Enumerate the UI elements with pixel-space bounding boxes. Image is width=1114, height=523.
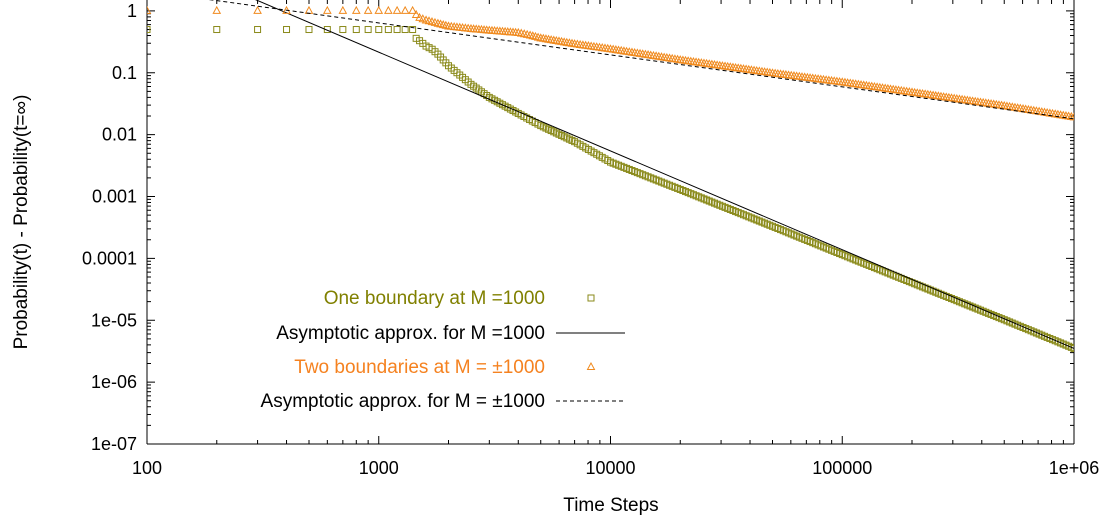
data-point <box>375 26 383 34</box>
series-layer <box>147 0 1074 352</box>
data-point <box>384 5 393 14</box>
data-point <box>392 5 402 14</box>
data-point <box>1070 344 1074 352</box>
y-tick-label: 1e-06 <box>91 372 137 392</box>
data-point <box>147 26 151 34</box>
legend-label: Asymptotic approx. for M = ±1000 <box>261 391 545 412</box>
data-point <box>213 26 221 34</box>
data-point <box>305 26 313 34</box>
series-1 <box>255 0 1074 349</box>
y-tick-label: 0.0001 <box>82 248 137 268</box>
series-line <box>208 0 1074 120</box>
data-point <box>409 26 417 34</box>
x-tick-label: 1000 <box>359 458 399 478</box>
x-tick-label: 10000 <box>585 458 635 478</box>
data-point <box>408 5 417 14</box>
data-point <box>212 5 222 14</box>
series-3 <box>208 0 1074 120</box>
data-point <box>322 5 332 14</box>
legend: One boundary at M =1000 Asymptotic approx… <box>261 288 625 412</box>
y-axis-title: Probability(t) - Probability(t=∞) <box>11 95 32 350</box>
x-tick-label: 100000 <box>812 458 872 478</box>
data-point <box>364 26 372 34</box>
x-tick-label: 1e+06 <box>1049 458 1100 478</box>
data-point <box>352 26 360 34</box>
y-tick-label: 0.1 <box>112 63 137 83</box>
y-tick-label: 0.01 <box>102 125 137 145</box>
data-point <box>283 26 291 34</box>
series-0 <box>147 26 1074 352</box>
data-point <box>339 26 347 34</box>
legend-label: One boundary at M =1000 <box>324 288 545 309</box>
series-2 <box>147 5 1074 121</box>
data-point <box>351 5 361 14</box>
data-point <box>1069 112 1074 121</box>
data-point <box>254 26 262 34</box>
data-point <box>411 9 421 18</box>
series-line <box>255 0 1074 349</box>
data-point <box>338 5 348 14</box>
legend-marker-sample <box>587 294 595 302</box>
data-point <box>253 5 262 14</box>
x-tick-label: 100 <box>132 458 162 478</box>
y-tick-label: 1e-05 <box>91 310 137 330</box>
data-point <box>401 26 409 34</box>
data-point <box>147 5 152 14</box>
legend-label: Asymptotic approx. for M =1000 <box>276 323 545 344</box>
data-point <box>363 5 373 14</box>
data-point <box>374 5 384 14</box>
data-point <box>323 26 331 34</box>
data-point <box>400 5 410 14</box>
y-tick-label: 1e-07 <box>91 434 137 454</box>
y-tick-label: 1 <box>127 1 137 21</box>
y-ticks: 1 0.1 0.01 0.001 0.0001 1e-05 1e-06 1e-07 <box>82 1 1074 454</box>
data-point <box>384 26 392 34</box>
x-ticks: 100 1000 10000 100000 1e+06 <box>132 0 1099 478</box>
legend-label: Two boundaries at M = ±1000 <box>294 357 545 378</box>
legend-marker-sample <box>586 361 596 370</box>
data-point <box>393 26 401 34</box>
x-axis-title: Time Steps <box>563 495 658 516</box>
data-point <box>304 5 314 14</box>
y-tick-label: 0.001 <box>92 187 137 207</box>
